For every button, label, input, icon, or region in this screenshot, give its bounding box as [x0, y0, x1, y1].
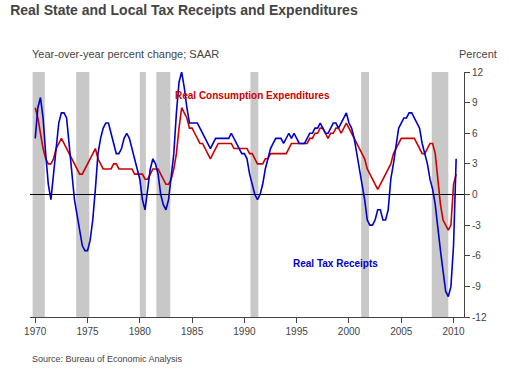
svg-text:1980: 1980 [129, 326, 152, 337]
svg-text:Source: Bureau of Economic Ana: Source: Bureau of Economic Analysis [32, 354, 183, 364]
svg-text:2010: 2010 [442, 326, 465, 337]
svg-text:1990: 1990 [233, 326, 256, 337]
svg-text:Year-over-year percent change;: Year-over-year percent change; SAAR [32, 48, 219, 60]
svg-text:-9: -9 [472, 281, 481, 292]
svg-text:3: 3 [472, 158, 478, 169]
svg-text:-6: -6 [472, 250, 481, 261]
svg-text:9: 9 [472, 97, 478, 108]
svg-text:1995: 1995 [286, 326, 309, 337]
svg-text:-12: -12 [472, 312, 487, 323]
svg-text:1975: 1975 [76, 326, 99, 337]
svg-text:Percent: Percent [459, 48, 497, 60]
svg-text:12: 12 [472, 67, 484, 78]
svg-text:2005: 2005 [390, 326, 413, 337]
svg-text:Real Consumption Expenditures: Real Consumption Expenditures [175, 90, 330, 101]
svg-text:-3: -3 [472, 220, 481, 231]
svg-text:1970: 1970 [24, 326, 47, 337]
svg-text:Real Tax Receipts: Real Tax Receipts [293, 258, 378, 269]
svg-text:Real State and Local Tax Recei: Real State and Local Tax Receipts and Ex… [10, 2, 358, 18]
svg-text:6: 6 [472, 128, 478, 139]
svg-text:2000: 2000 [338, 326, 361, 337]
svg-text:0: 0 [472, 189, 478, 200]
svg-text:1985: 1985 [181, 326, 204, 337]
